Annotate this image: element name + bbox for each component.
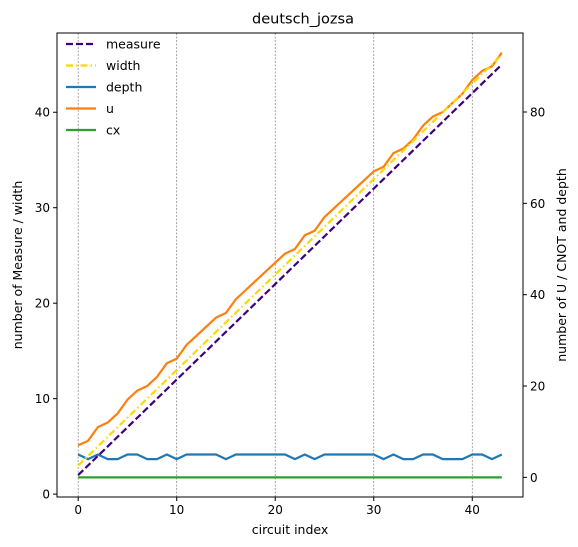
y-left-tick-label-20: 20 (35, 297, 50, 311)
y-left-tick-label-0: 0 (42, 488, 50, 502)
legend-label-u: u (106, 101, 114, 116)
gridlines (77, 33, 473, 497)
plot-frame (56, 32, 524, 498)
series-line-measure (77, 63, 503, 476)
y-axis-left-title: number of Measure / width (10, 181, 25, 350)
y-right-tick-label-60: 60 (530, 197, 545, 211)
legend-label-measure: measure (106, 37, 161, 52)
x-tick-label-20: 20 (268, 503, 283, 517)
x-axis: 0 10 20 30 40 (74, 497, 480, 517)
y-axis-right-title: number of U / CNOT and depth (554, 168, 569, 362)
legend-label-depth: depth (106, 80, 142, 95)
legend: measure width depth u cx (66, 37, 161, 138)
x-tick-label-30: 30 (366, 503, 381, 517)
series-line-width (77, 54, 503, 467)
chart-title: deutsch_jozsa (252, 12, 354, 28)
y-axis-right: 0 20 40 60 80 (523, 106, 545, 485)
series-lines (77, 51, 503, 479)
y-right-tick-label-40: 40 (530, 288, 545, 302)
y-right-tick-label-20: 20 (530, 380, 545, 394)
series-line-u (77, 51, 503, 447)
y-right-tick-label-0: 0 (530, 471, 538, 485)
x-tick-label-10: 10 (169, 503, 184, 517)
y-axis-left: 0 10 20 30 40 (35, 106, 57, 502)
x-axis-title: circuit index (252, 522, 329, 537)
legend-label-width: width (106, 58, 140, 73)
y-left-tick-label-30: 30 (35, 201, 50, 215)
legend-label-cx: cx (106, 123, 120, 138)
x-tick-label-0: 0 (74, 503, 82, 517)
y-left-tick-label-10: 10 (35, 392, 50, 406)
y-right-tick-label-80: 80 (530, 106, 545, 120)
y-left-tick-label-40: 40 (35, 106, 50, 120)
series-line-depth (77, 453, 503, 461)
x-tick-label-40: 40 (465, 503, 480, 517)
